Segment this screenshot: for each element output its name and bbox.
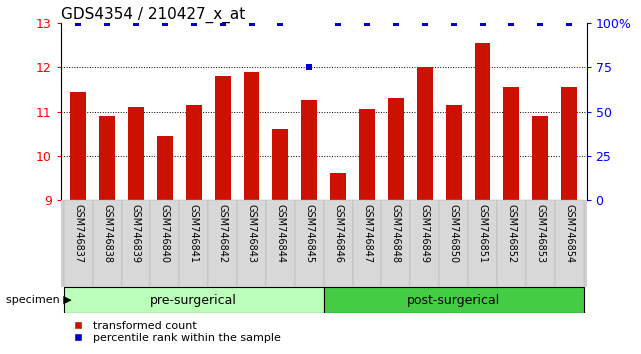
Text: GSM746851: GSM746851 [478, 204, 488, 263]
Bar [295, 200, 324, 287]
Bar [533, 116, 548, 200]
Bar [324, 200, 353, 287]
Bar [71, 92, 86, 200]
Text: GSM746842: GSM746842 [218, 204, 228, 263]
Text: GSM746850: GSM746850 [449, 204, 459, 263]
Text: post-surgerical: post-surgerical [407, 293, 500, 307]
Text: GSM746839: GSM746839 [131, 204, 141, 263]
Bar [157, 136, 173, 200]
Text: GSM746852: GSM746852 [506, 204, 517, 264]
Bar [468, 200, 497, 287]
Text: GSM746854: GSM746854 [564, 204, 574, 263]
Bar [417, 67, 433, 200]
Legend: transformed count, percentile rank within the sample: transformed count, percentile rank withi… [67, 321, 281, 343]
Text: specimen ▶: specimen ▶ [6, 295, 72, 305]
Bar [244, 72, 260, 200]
Bar [208, 200, 237, 287]
Text: GSM746843: GSM746843 [247, 204, 256, 263]
Bar [99, 116, 115, 200]
Bar [151, 200, 179, 287]
Text: GSM746837: GSM746837 [73, 204, 83, 263]
Bar [445, 105, 462, 200]
Text: pre-surgerical: pre-surgerical [150, 293, 237, 307]
Bar [410, 200, 439, 287]
Bar [503, 87, 519, 200]
Bar [388, 98, 404, 200]
Bar [186, 105, 202, 200]
Bar [330, 173, 346, 200]
Bar [526, 200, 554, 287]
Bar [301, 101, 317, 200]
Bar [439, 200, 468, 287]
Bar [64, 287, 324, 313]
Text: GSM746844: GSM746844 [276, 204, 285, 263]
Text: GSM746853: GSM746853 [535, 204, 545, 263]
Text: GSM746838: GSM746838 [102, 204, 112, 263]
Bar [474, 43, 490, 200]
Bar [381, 200, 410, 287]
Text: GSM746841: GSM746841 [188, 204, 199, 263]
Bar [562, 87, 577, 200]
Bar [122, 200, 151, 287]
Bar [237, 200, 266, 287]
Bar [359, 109, 375, 200]
Text: GSM746849: GSM746849 [420, 204, 429, 263]
Bar [497, 200, 526, 287]
Bar [215, 76, 231, 200]
Bar [64, 200, 93, 287]
Text: GSM746845: GSM746845 [304, 204, 314, 263]
Bar [179, 200, 208, 287]
Text: GSM746847: GSM746847 [362, 204, 372, 263]
Bar [128, 107, 144, 200]
Bar [266, 200, 295, 287]
Text: GSM746848: GSM746848 [391, 204, 401, 263]
Bar [272, 129, 288, 200]
Bar [93, 200, 122, 287]
Text: GSM746840: GSM746840 [160, 204, 170, 263]
Bar [353, 200, 381, 287]
Text: GSM746846: GSM746846 [333, 204, 343, 263]
Bar [554, 200, 583, 287]
Text: GDS4354 / 210427_x_at: GDS4354 / 210427_x_at [61, 7, 245, 23]
Bar [324, 287, 583, 313]
